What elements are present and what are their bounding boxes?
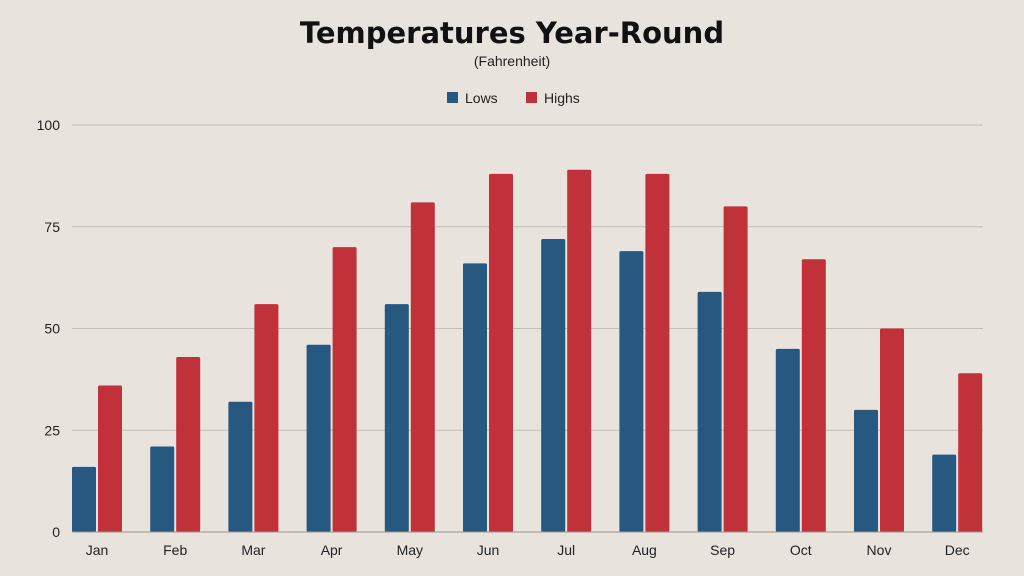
bar-highs-jun [489,173,513,532]
legend-label-lows: Lows [465,90,498,106]
bar-lows-apr [306,344,331,532]
x-tick-label-feb: Feb [163,542,187,558]
y-tick-label: 75 [44,219,60,235]
bar-lows-jul [541,238,566,532]
bar-lows-mar [228,401,253,532]
y-tick-label: 0 [52,524,60,540]
bar-highs-feb [176,356,201,532]
bar-highs-jan [98,385,122,532]
y-tick-label: 50 [44,321,60,337]
bar-lows-dec [932,454,957,532]
x-axis-ticks: Jan Feb Mar Apr May Jun Jul Aug Sep Oct Nov Dec [86,542,970,558]
bar-lows-feb [150,446,175,532]
legend-swatch-highs [526,92,537,103]
bar-lows-jun [463,263,487,532]
y-axis-ticks: 0 25 50 75 100 [37,117,61,540]
bar-highs-jul [567,169,592,532]
bar-highs-nov [880,328,904,532]
y-tick-label: 100 [37,117,61,133]
bar-lows-aug [619,251,644,533]
x-tick-label-sep: Sep [710,542,735,558]
gridlines [72,124,983,431]
x-tick-label-oct: Oct [790,542,812,558]
bar-lows-jan [72,466,96,532]
bar-highs-sep [723,206,748,532]
bar-highs-oct [801,259,826,532]
bar-lows-oct [775,348,800,532]
bar-lows-nov [854,409,878,532]
x-tick-label-aug: Aug [632,542,657,558]
x-tick-label-jun: Jun [477,542,500,558]
legend-label-highs: Highs [544,90,580,106]
chart-title: Temperatures Year-Round [300,16,724,50]
x-tick-label-nov: Nov [867,542,892,558]
legend-swatch-lows [447,92,458,103]
bars [72,169,983,533]
chart-subtitle: (Fahrenheit) [474,53,550,69]
x-tick-label-jul: Jul [557,542,575,558]
x-tick-label-dec: Dec [945,542,970,558]
y-tick-label: 25 [44,422,60,438]
x-tick-label-jan: Jan [86,542,109,558]
bar-highs-dec [958,373,983,532]
bar-highs-mar [254,304,279,532]
bar-highs-may [410,202,435,532]
x-tick-label-mar: Mar [241,542,265,558]
bar-lows-may [384,304,409,532]
legend: Lows Highs [447,90,580,106]
x-tick-label-may: May [397,542,423,558]
bar-lows-sep [697,291,722,532]
x-tick-label-apr: Apr [321,542,343,558]
bar-highs-apr [332,247,357,532]
bar-highs-aug [645,173,670,532]
